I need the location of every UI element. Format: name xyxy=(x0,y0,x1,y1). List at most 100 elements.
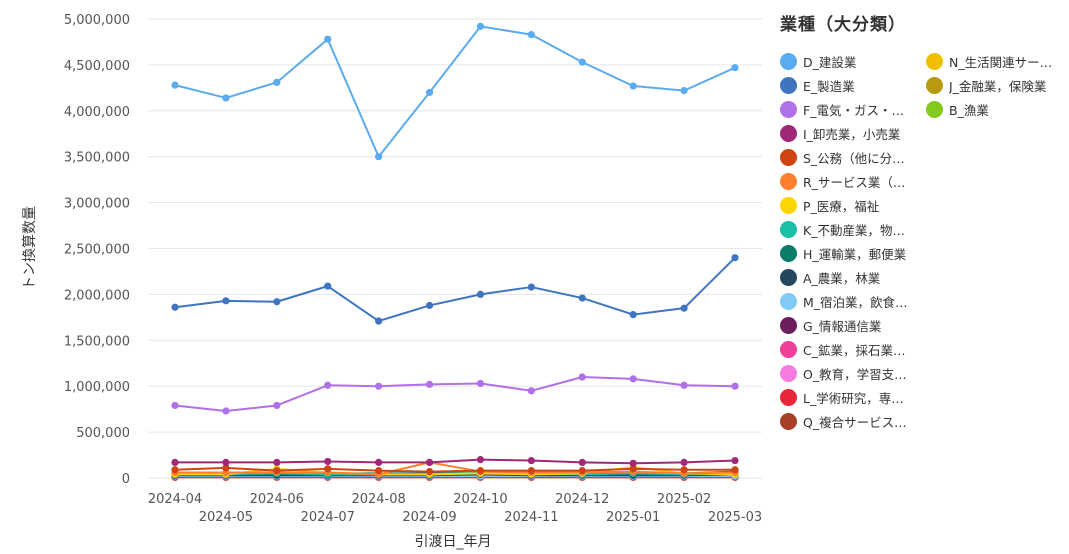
data-point[interactable] xyxy=(578,58,586,66)
data-point[interactable] xyxy=(680,466,688,474)
legend-items: D_建設業 E_製造業 F_電気・ガス・… I_卸売業，小売業 S_公務（他に分… R_サ… xyxy=(780,49,1069,433)
legend-item[interactable]: L_学術研究，専… xyxy=(780,385,926,409)
legend-label: H_運輸業，郵便業 xyxy=(803,246,907,262)
data-point[interactable] xyxy=(171,466,179,474)
data-point[interactable] xyxy=(171,401,179,410)
data-point[interactable] xyxy=(476,22,485,30)
data-point[interactable] xyxy=(375,382,383,390)
data-point[interactable] xyxy=(527,456,535,465)
data-point[interactable] xyxy=(476,379,485,388)
legend-item[interactable]: J_金融業，保険業 xyxy=(926,73,1066,97)
legend-label: A_農業，林業 xyxy=(803,270,881,286)
legend-label: I_卸売業，小売業 xyxy=(803,126,901,142)
data-point[interactable] xyxy=(375,458,383,466)
legend-item[interactable]: N_生活関連サー… xyxy=(926,49,1066,73)
y-axis-title: トン換算数量 xyxy=(22,206,38,290)
data-point[interactable] xyxy=(680,381,688,389)
data-point[interactable] xyxy=(273,298,281,306)
data-point[interactable] xyxy=(527,467,535,475)
legend-item[interactable]: D_建設業 xyxy=(780,49,926,73)
data-point[interactable] xyxy=(273,401,281,410)
data-point[interactable] xyxy=(222,94,230,102)
data-point[interactable] xyxy=(324,381,332,389)
legend-item[interactable]: E_製造業 xyxy=(780,73,926,97)
data-point[interactable] xyxy=(324,457,332,466)
data-point[interactable] xyxy=(731,254,739,262)
data-point[interactable] xyxy=(273,467,281,475)
y-tick-label: 3,000,000 xyxy=(64,197,130,212)
data-point[interactable] xyxy=(375,153,383,161)
data-point[interactable] xyxy=(273,78,281,86)
data-point[interactable] xyxy=(527,31,535,39)
data-point[interactable] xyxy=(680,304,688,312)
data-point[interactable] xyxy=(629,375,637,383)
legend-item[interactable]: I_卸売業，小売業 xyxy=(780,121,926,145)
legend-item[interactable]: F_電気・ガス・… xyxy=(780,97,926,121)
legend-item[interactable]: M_宿泊業，飲食… xyxy=(780,289,926,313)
legend-item[interactable]: B_漁業 xyxy=(926,97,1066,121)
legend-dot-icon xyxy=(780,268,797,286)
data-point[interactable] xyxy=(731,64,739,72)
data-point[interactable] xyxy=(425,458,434,466)
legend-label: C_鉱業，採石業… xyxy=(803,342,906,358)
legend-item[interactable]: P_医療，福祉 xyxy=(780,193,926,217)
data-point[interactable] xyxy=(425,88,434,97)
data-point[interactable] xyxy=(680,87,688,95)
legend-item[interactable]: H_運輸業，郵便業 xyxy=(780,241,926,265)
data-point[interactable] xyxy=(375,317,383,325)
x-tick-label: 2024-08 xyxy=(351,492,405,507)
series-2 xyxy=(171,254,739,325)
data-point[interactable] xyxy=(425,380,434,388)
x-tick-label: 2024-07 xyxy=(301,510,355,525)
data-point[interactable] xyxy=(222,458,230,466)
data-point[interactable] xyxy=(629,310,637,319)
x-tick-label: 2024-05 xyxy=(199,510,253,525)
data-point[interactable] xyxy=(375,467,383,475)
data-point[interactable] xyxy=(578,467,586,475)
x-axis-title: 引渡日_年月 xyxy=(415,534,492,550)
series-line xyxy=(174,25,736,158)
data-point[interactable] xyxy=(273,458,281,466)
data-point[interactable] xyxy=(324,35,332,43)
legend-dot-icon xyxy=(780,76,797,94)
legend-item[interactable]: A_農業，林業 xyxy=(780,265,926,289)
data-point[interactable] xyxy=(171,303,179,311)
data-point[interactable] xyxy=(171,81,179,89)
data-point[interactable] xyxy=(324,282,332,290)
legend-dot-icon xyxy=(780,196,797,214)
data-point[interactable] xyxy=(425,301,434,310)
legend-item[interactable]: R_サービス業（… xyxy=(780,169,926,193)
data-point[interactable] xyxy=(171,458,179,466)
data-point[interactable] xyxy=(527,387,535,395)
data-point[interactable] xyxy=(425,467,434,476)
y-tick-label: 1,000,000 xyxy=(64,380,130,395)
legend-item[interactable]: Q_複合サービス… xyxy=(780,409,926,433)
data-point[interactable] xyxy=(324,465,332,473)
data-point[interactable] xyxy=(680,458,688,466)
data-point[interactable] xyxy=(222,297,230,305)
data-point[interactable] xyxy=(578,294,586,302)
series-line xyxy=(175,458,736,465)
legend-item[interactable]: G_情報通信業 xyxy=(780,313,926,337)
legend-item[interactable]: C_鉱業，採石業… xyxy=(780,337,926,361)
data-point[interactable] xyxy=(476,467,485,475)
data-point[interactable] xyxy=(731,456,739,465)
data-point[interactable] xyxy=(527,283,535,291)
data-point[interactable] xyxy=(629,459,637,467)
legend-dot-icon xyxy=(780,100,797,118)
data-point[interactable] xyxy=(731,382,739,390)
data-point[interactable] xyxy=(578,373,586,381)
series-line xyxy=(175,461,736,476)
data-point[interactable] xyxy=(629,465,637,473)
data-point[interactable] xyxy=(629,82,637,90)
legend-item[interactable]: O_教育，学習支… xyxy=(780,361,926,385)
legend-item[interactable]: K_不動産業，物… xyxy=(780,217,926,241)
data-point[interactable] xyxy=(222,407,230,415)
data-point[interactable] xyxy=(578,458,586,466)
legend-item[interactable]: S_公務（他に分… xyxy=(780,145,926,169)
data-point[interactable] xyxy=(731,466,739,474)
data-point[interactable] xyxy=(476,290,485,298)
data-point[interactable] xyxy=(222,464,230,472)
data-point[interactable] xyxy=(476,456,485,464)
